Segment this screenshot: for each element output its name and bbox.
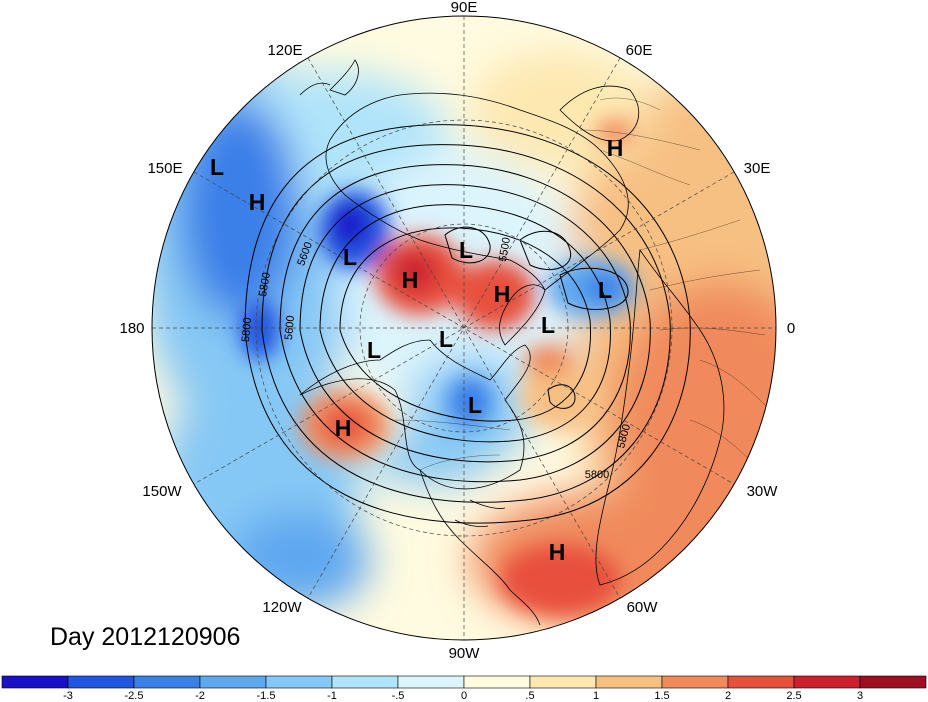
eurasia-coast <box>325 92 629 291</box>
pressure-centers: L H L H L H L L L L H L H H <box>210 135 623 565</box>
lon-label-0: 0 <box>787 320 795 337</box>
lon-label-90e: 90E <box>451 0 478 16</box>
islands <box>299 82 506 528</box>
map-boundary <box>151 15 777 641</box>
lon-label-180: 180 <box>119 320 144 337</box>
longitude-labels: 90E 60E 120E 30E 150E 180 0 150W 30W 120… <box>119 0 795 662</box>
lon-label-120w: 120W <box>262 599 302 616</box>
height-contours <box>244 124 691 524</box>
low-pressure-center: L <box>367 337 381 363</box>
high-pressure-center: H <box>249 189 266 215</box>
country-borders <box>394 97 771 471</box>
low-pressure-center: L <box>439 326 453 352</box>
colorbar-swatch <box>133 675 201 689</box>
colorbar-swatch <box>463 675 531 689</box>
high-pressure-center: H <box>335 415 352 441</box>
high-pressure-center: H <box>402 267 419 293</box>
colorbar-tick-label: 2 <box>725 690 731 702</box>
colorbar-swatch <box>331 675 399 689</box>
high-pressure-center: H <box>607 135 624 161</box>
colorbar-swatch <box>265 675 333 689</box>
colorbar-swatch <box>199 675 267 689</box>
japan-coast <box>329 59 359 96</box>
colorbar-swatch <box>529 675 597 689</box>
contour-label: 5800 <box>257 271 273 297</box>
high-pressure-center: H <box>494 281 511 307</box>
contour-label: 5600 <box>283 315 297 340</box>
low-pressure-center: L <box>343 244 357 270</box>
colorbar-tick-label: .5 <box>525 690 534 702</box>
colorbar-swatch <box>67 675 135 689</box>
lon-label-30w: 30W <box>747 483 779 500</box>
greenland-coast <box>499 284 546 346</box>
contour-label: 5800 <box>585 469 609 481</box>
contour-label: 5500 <box>497 236 513 262</box>
map-title: Day 2012120906 <box>50 623 240 651</box>
colorbar-swatch <box>727 675 795 689</box>
lon-label-120e: 120E <box>267 42 302 59</box>
lon-label-150w: 150W <box>142 483 182 500</box>
colorbar-tick-label: 1 <box>593 690 599 702</box>
lon-label-60e: 60E <box>626 42 653 59</box>
central-america-coast <box>419 469 541 626</box>
colorbar-tick-label: -1 <box>327 690 337 702</box>
colorbar-tick-label: 1.5 <box>654 690 669 702</box>
colorbar-swatch <box>595 675 663 689</box>
low-pressure-center: L <box>598 277 612 303</box>
colorbar-tick-label: -2 <box>195 690 205 702</box>
colorbar-tick-label: -2.5 <box>125 690 144 702</box>
contour-label: 5800 <box>240 317 254 342</box>
colorbar-swatch <box>397 675 465 689</box>
colorbar-swatch <box>1 675 69 689</box>
lon-label-30e: 30E <box>744 160 771 177</box>
colorbar-swatch <box>859 675 927 689</box>
colorbar-swatch <box>793 675 861 689</box>
colorbar-tick-label: -.5 <box>392 690 405 702</box>
africa-coast <box>595 248 725 586</box>
high-pressure-center: H <box>549 539 566 565</box>
colorbar-tick-label: 0 <box>461 690 467 702</box>
colorbar: -3 -2.5 -2 -1.5 -1 -.5 0 .5 1 1.5 2 2.5 3 <box>1 675 927 702</box>
colorbar-swatch <box>661 675 729 689</box>
lon-label-90w: 90W <box>449 645 481 662</box>
lon-label-150e: 150E <box>147 160 182 177</box>
low-pressure-center: L <box>459 237 473 263</box>
india-coast <box>559 85 639 142</box>
colorbar-tick-label: -1.5 <box>257 690 276 702</box>
low-pressure-center: L <box>541 312 555 338</box>
low-pressure-center: L <box>210 154 224 180</box>
graticule <box>152 16 776 640</box>
low-pressure-center: L <box>468 392 482 418</box>
colorbar-tick-label: 2.5 <box>786 690 801 702</box>
lon-label-60w: 60W <box>627 599 659 616</box>
colorbar-tick-label: 3 <box>857 690 863 702</box>
colorbar-tick-label: -3 <box>63 690 73 702</box>
